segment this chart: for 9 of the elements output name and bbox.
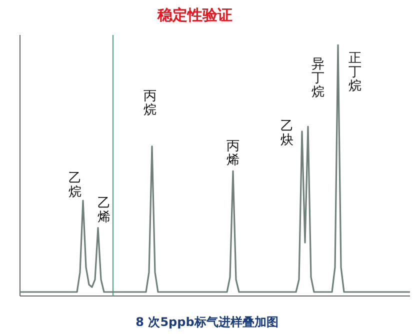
annotation: 乙烯 xyxy=(98,196,110,225)
annotation: 异丁烷 xyxy=(312,57,324,100)
annotation: 乙炔 xyxy=(280,119,294,148)
annotation: 丙烷 xyxy=(144,89,156,118)
text: 8 次5ppb标气进样叠加图 xyxy=(136,315,278,329)
chart-title: 稳定性验证 xyxy=(156,6,232,24)
annotation: 丙烯 xyxy=(226,139,240,168)
annotation: 正丁烷 xyxy=(348,51,362,94)
annotation: 乙烷 xyxy=(68,171,82,200)
